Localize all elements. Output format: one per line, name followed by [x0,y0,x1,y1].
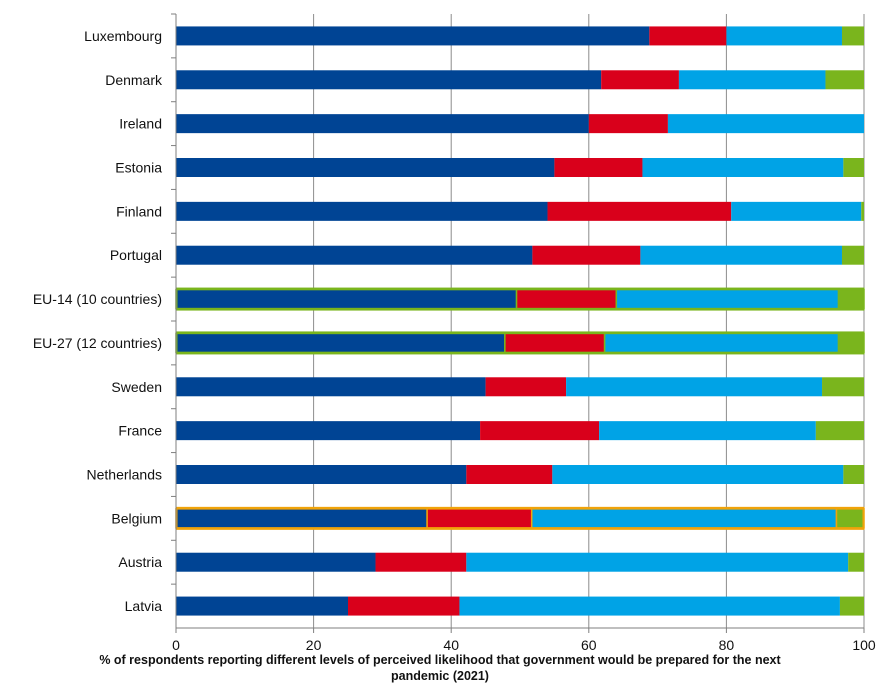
bar-segment [176,201,548,221]
bar-segment [825,70,864,90]
bar-segment [599,421,816,441]
bar-segment [176,245,533,265]
bar-segment [375,552,467,572]
labels: 0 20 40 60 80 100 Luxembourg Denmark Ireland Esto… [33,28,876,653]
x-tick-label: 100 [852,637,876,653]
bar-segment [667,114,864,134]
bar-segment [426,508,533,529]
bar-segment [848,552,864,572]
category-label: Austria [118,554,162,570]
category-label: Sweden [111,379,162,395]
bar-segment [348,596,460,616]
category-label: Denmark [105,72,163,88]
category-label: Netherlands [87,467,163,483]
bar-segment [532,245,641,265]
bar-segment [176,70,602,90]
category-label: Ireland [119,116,162,132]
bar-segment [176,596,348,616]
bar-segment [547,201,732,221]
bar-segment [554,158,643,177]
bar-segment [640,245,842,265]
bar-segment [837,332,865,354]
bar-segment [649,26,727,46]
bar-segment [485,377,567,397]
bar-segment [843,158,864,177]
bar-segment [176,465,467,484]
bar-segment [822,377,864,397]
bar-segment [726,26,842,46]
bar-segment [678,70,826,90]
bar-segment [175,288,518,310]
bar-segment [815,421,864,441]
category-label: Belgium [111,510,162,526]
bar-segment [841,26,864,46]
category-label: EU-27 (12 countries) [33,335,162,351]
bar-segment [504,332,606,354]
bar-segment [176,158,555,177]
category-label: Luxembourg [84,28,162,44]
bar-segment [615,288,840,310]
bar-segment [176,552,376,572]
category-label: France [118,423,162,439]
bar-segment [837,288,865,310]
bar-segment [480,421,600,441]
bar-segment [566,377,823,397]
category-label: Estonia [115,160,162,176]
category-label: Portugal [110,247,162,263]
x-axis-label: % of respondents reporting different lev… [99,653,781,683]
bar-segment [175,508,428,529]
bar-segment [466,465,553,484]
bar-segment [176,114,589,134]
bar-segment [176,421,481,441]
bar-segment [552,465,844,484]
bars [175,26,865,616]
bar-segment [176,26,650,46]
bar-segment [466,552,849,572]
bar-segment [642,158,844,177]
bar-segment [588,114,668,134]
bar-segment [459,596,840,616]
category-label: EU-14 (10 countries) [33,291,162,307]
x-tick-label: 60 [581,637,597,653]
x-tick-label: 20 [306,637,322,653]
bar-segment [731,201,862,221]
category-label: Finland [116,203,162,219]
bar-segment [530,508,838,529]
x-tick-label: 40 [443,637,459,653]
axes [171,13,865,633]
gridlines [313,14,865,628]
bar-segment [841,245,864,265]
x-tick-label: 80 [719,637,735,653]
bar-segment [515,288,618,310]
bar-segment [175,332,506,354]
bar-segment [835,508,865,529]
bar-segment [861,201,864,221]
x-tick-label: 0 [172,637,180,653]
bar-segment [601,70,679,90]
bar-segment [603,332,840,354]
bar-segment [843,465,864,484]
bar-segment [176,377,486,397]
bar-segment [839,596,864,616]
category-label: Latvia [125,598,163,614]
